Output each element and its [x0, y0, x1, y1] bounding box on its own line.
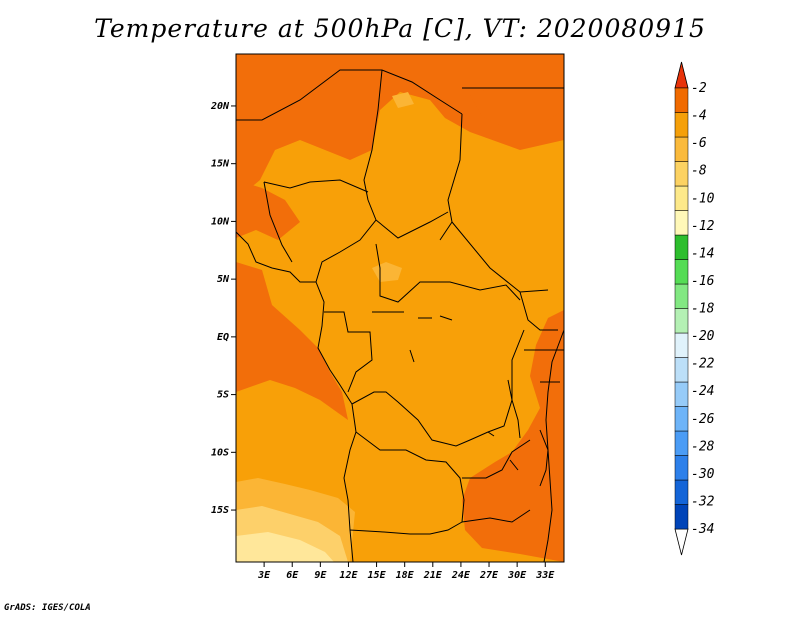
colorbar-label: -22 [691, 357, 715, 372]
field-warm-east [462, 310, 564, 562]
y-tick-label: 10S [211, 447, 229, 458]
colorbar-segment [674, 87, 689, 113]
colorbar-segment [674, 185, 689, 211]
colorbar-segment [674, 430, 689, 456]
y-tick-label: 15S [211, 505, 229, 516]
border-zambia-south [461, 509, 531, 523]
y-tick-label: 5N [217, 274, 230, 285]
field-cool-southmost [236, 532, 334, 562]
colorbar-label: -32 [691, 494, 715, 509]
colorbar-label: -26 [691, 412, 715, 427]
colorbar-label: -30 [691, 467, 715, 482]
colorbar-segment [674, 259, 689, 285]
x-tick-label: 12E [339, 570, 358, 581]
x-tick-label: 6E [286, 570, 299, 581]
colorbar-label: -16 [691, 274, 715, 289]
y-tick-label: 15N [211, 159, 230, 170]
field-warm-northwest [236, 180, 300, 240]
colorbar-label: -4 [691, 109, 707, 124]
colorbar-label: -24 [691, 384, 714, 399]
lake-malawi [539, 429, 549, 487]
field-warm-north [236, 54, 564, 200]
border-gabon-congo [324, 311, 404, 393]
colorbar-segment [674, 136, 689, 162]
colorbar-label: -34 [691, 522, 714, 537]
border-nigeria [263, 181, 293, 263]
x-tick-label: 21E [423, 570, 443, 581]
colorbar-segment [674, 332, 689, 358]
colorbar-label: -10 [691, 191, 715, 206]
colorbar-segment [674, 283, 689, 309]
map-title: Temperature at 500hPa [C], VT: 202008091… [94, 14, 706, 43]
colorbar-segment [674, 308, 689, 334]
border-chad-sudan [439, 113, 463, 241]
river-congo-bend [409, 315, 519, 471]
colorbar-label: -14 [691, 246, 714, 261]
colorbar-label: -28 [691, 439, 715, 454]
colorbar-label: -12 [691, 219, 715, 234]
y-tick-label: 5S [217, 390, 229, 401]
field-cool-patch-north [392, 92, 414, 108]
border-east-africa [519, 291, 564, 383]
border-south-sudan [451, 221, 549, 293]
colorbar-under-triangle [674, 528, 689, 556]
border-cameroon [315, 199, 449, 283]
border-nigeria-north [263, 179, 369, 193]
y-axis: 20N 15N 10N 5N EQ 5S 10S 15S [210, 101, 236, 516]
x-tick-label: 15E [368, 570, 387, 581]
colorbar-segment [674, 234, 689, 260]
x-tick-label: 9E [314, 570, 327, 581]
y-tick-label: EQ [217, 332, 229, 343]
coastline-west [236, 231, 357, 562]
border-niger-chad [363, 69, 383, 201]
border-mali-niger [236, 69, 463, 121]
map-frame [235, 53, 565, 563]
colorbar-segment [674, 406, 689, 432]
grads-credit: GrADS: IGES/COLA [4, 603, 91, 613]
x-tick-label: 33E [535, 570, 555, 581]
temperature-field [236, 54, 564, 562]
colorbar-label: -6 [691, 136, 707, 151]
colorbar-segment [674, 479, 689, 505]
coastline-east [543, 329, 564, 562]
lake-tanganyika [507, 379, 521, 439]
x-tick-label: 27E [479, 570, 499, 581]
x-tick-label: 30E [507, 570, 527, 581]
boundaries [236, 69, 564, 562]
field-warm-west-coast [236, 262, 348, 420]
y-tick-label: 20N [210, 101, 230, 112]
colorbar-segment [674, 504, 689, 530]
colorbar-over-triangle [674, 61, 689, 89]
colorbar-label: -2 [691, 81, 707, 96]
colorbar-segment [674, 161, 689, 187]
colorbar-label: -18 [691, 302, 715, 317]
border-angola [349, 431, 465, 535]
colorbar-label: -20 [691, 329, 715, 344]
colorbar: -34 -32 -30 -28 -26 -24 -22 -20 -18 -16 -14 -12 -10 -… [674, 61, 715, 556]
x-axis: 3E 6E 9E 12E 15E 18E 21E 24E 27E 30E 33E [257, 562, 555, 581]
colorbar-segment [674, 455, 689, 481]
colorbar-segment [674, 357, 689, 383]
colorbar-segment [674, 381, 689, 407]
colorbar-label: -8 [691, 164, 707, 179]
x-tick-label: 24E [451, 570, 471, 581]
border-car [375, 243, 521, 303]
border-zambia [462, 439, 531, 479]
y-tick-label: 10N [211, 216, 230, 227]
x-tick-label: 18E [396, 570, 415, 581]
colorbar-segment [674, 112, 689, 138]
x-tick-label: 3E [257, 570, 271, 581]
colorbar-segment [674, 210, 689, 236]
